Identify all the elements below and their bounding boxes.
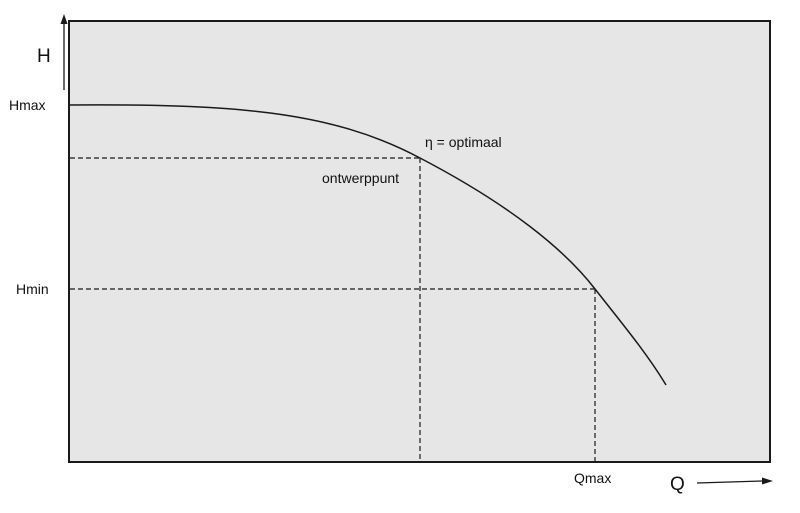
x-axis-arrowhead (762, 477, 773, 485)
qmax-label: Qmax (574, 470, 611, 486)
hmax-label: Hmax (9, 97, 46, 113)
x-axis-arrow-line (696, 480, 763, 484)
pump-curve (69, 104, 667, 386)
x-axis-label: Q (670, 474, 685, 495)
hmin-label: Hmin (16, 281, 49, 297)
y-axis-label: H (37, 46, 51, 67)
y-axis-arrowhead (60, 14, 68, 24)
design-point-label: ontwerppunt (322, 170, 399, 186)
efficiency-label: η = optimaal (425, 134, 502, 150)
